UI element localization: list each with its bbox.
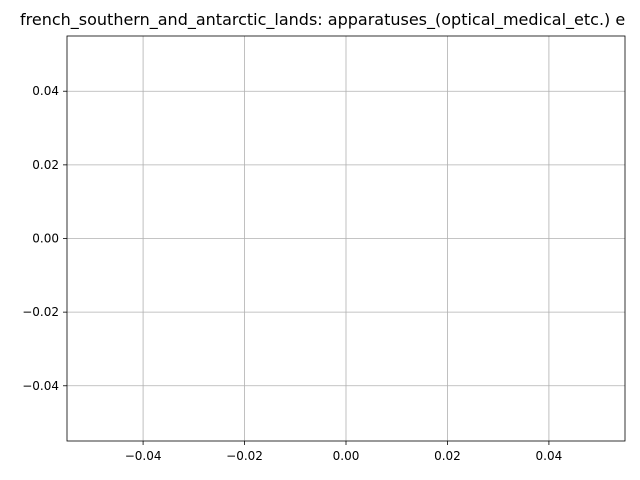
chart-title: french_southern_and_antarctic_lands: app…	[20, 10, 626, 29]
y-axis: −0.04 −0.02 0.00 0.02 0.04	[22, 84, 67, 393]
grid-layer	[67, 36, 625, 441]
y-tick-label: 0.00	[32, 232, 59, 246]
x-tick-label: 0.02	[434, 449, 461, 463]
x-tick-label: −0.02	[226, 449, 263, 463]
x-tick-label: 0.04	[536, 449, 563, 463]
x-axis: −0.04 −0.02 0.00 0.02 0.04	[125, 441, 563, 463]
y-tick-label: 0.04	[32, 84, 59, 98]
y-tick-label: −0.02	[22, 305, 59, 319]
y-tick-label: 0.02	[32, 158, 59, 172]
x-tick-label: 0.00	[333, 449, 360, 463]
x-tick-label: −0.04	[125, 449, 162, 463]
y-tick-label: −0.04	[22, 379, 59, 393]
